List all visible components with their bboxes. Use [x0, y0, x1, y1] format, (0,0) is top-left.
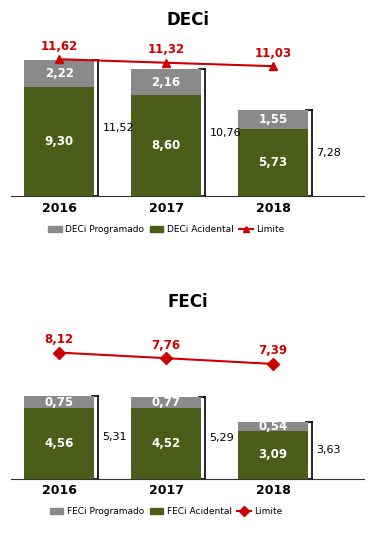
Legend: DECi Programado, DECi Acidental, Limite: DECi Programado, DECi Acidental, Limite — [45, 222, 288, 238]
Bar — [131, 69, 201, 95]
Bar — [131, 408, 201, 479]
Bar — [24, 60, 94, 87]
Text: 4,56: 4,56 — [45, 437, 74, 450]
Bar — [238, 431, 308, 479]
Text: 11,03: 11,03 — [255, 47, 292, 60]
Text: 0,54: 0,54 — [258, 420, 288, 433]
Text: 10,76: 10,76 — [209, 128, 241, 138]
Text: 5,31: 5,31 — [102, 433, 127, 442]
Text: 2,22: 2,22 — [45, 67, 74, 80]
Text: 1,55: 1,55 — [258, 113, 288, 126]
Text: 7,39: 7,39 — [258, 344, 288, 357]
Text: 4,52: 4,52 — [152, 437, 181, 450]
Text: 3,09: 3,09 — [258, 448, 288, 461]
Text: 11,62: 11,62 — [40, 40, 78, 53]
Text: 8,60: 8,60 — [152, 139, 181, 152]
Bar — [238, 110, 308, 129]
Text: 8,12: 8,12 — [45, 333, 74, 346]
Title: DECi: DECi — [166, 11, 209, 29]
Bar — [24, 408, 94, 479]
Text: 5,73: 5,73 — [258, 156, 288, 169]
Bar — [131, 95, 201, 196]
Bar — [24, 87, 94, 196]
Text: 11,32: 11,32 — [147, 43, 184, 56]
Text: 9,30: 9,30 — [45, 135, 74, 148]
Bar — [24, 396, 94, 408]
Text: 0,77: 0,77 — [152, 396, 181, 409]
Text: 2,16: 2,16 — [152, 76, 181, 89]
Text: 7,28: 7,28 — [316, 148, 341, 159]
Bar — [238, 422, 308, 431]
Bar — [131, 397, 201, 408]
Legend: FECi Programado, FECi Acidental, Limite: FECi Programado, FECi Acidental, Limite — [46, 504, 286, 520]
Text: 7,76: 7,76 — [152, 338, 181, 352]
Text: 0,75: 0,75 — [45, 395, 74, 408]
Text: 3,63: 3,63 — [316, 445, 341, 456]
Text: 11,52: 11,52 — [102, 123, 134, 133]
Title: FECi: FECi — [167, 293, 208, 312]
Bar — [238, 129, 308, 196]
Text: 5,29: 5,29 — [209, 433, 234, 443]
